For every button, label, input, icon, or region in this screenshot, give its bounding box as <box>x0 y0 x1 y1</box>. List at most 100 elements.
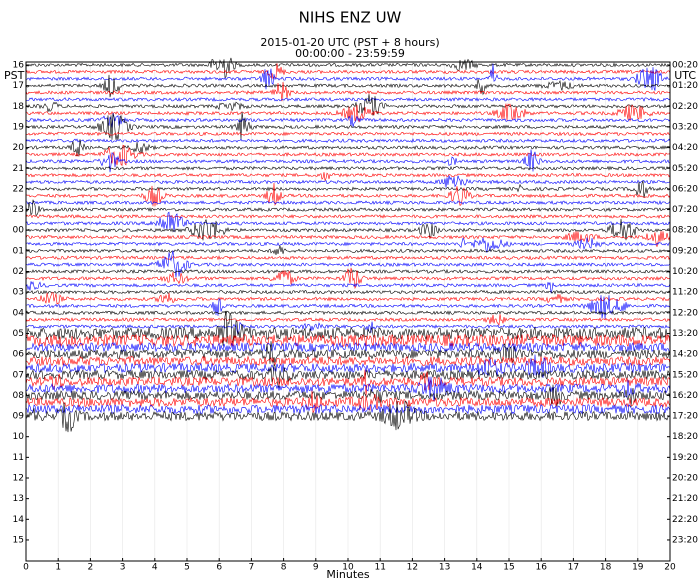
y-tick-label: 04:20 <box>672 143 698 153</box>
trace <box>25 112 671 140</box>
y-tick-label: 19 <box>13 122 25 132</box>
trace <box>25 403 671 415</box>
trace <box>25 289 671 295</box>
x-tick-label: 20 <box>664 563 676 573</box>
trace <box>25 199 671 217</box>
trace <box>25 231 671 247</box>
y-tick-label: 21:20 <box>672 494 698 504</box>
y-tick-label: 17:20 <box>672 412 698 422</box>
x-tick-label: 13 <box>439 563 450 573</box>
trace <box>25 112 671 128</box>
y-tick-label: 01:20 <box>672 81 698 91</box>
chart-title: NIHS ENZ UW <box>299 9 402 27</box>
trace <box>25 63 671 80</box>
trace <box>25 175 671 188</box>
trace <box>25 281 671 294</box>
y-tick-label: 22 <box>13 184 24 194</box>
y-tick-label: 23 <box>13 205 24 215</box>
trace <box>25 333 671 348</box>
y-tick-label: 15:20 <box>672 370 698 380</box>
y-tick-label: 09 <box>13 412 25 422</box>
y-tick-label: 19:20 <box>672 453 698 463</box>
x-tick-label: 19 <box>632 563 644 573</box>
y-tick-label: 04 <box>13 308 25 318</box>
y-axis-label: PST <box>4 69 25 82</box>
y-tick-label: 23:20 <box>672 535 698 545</box>
y-tick-label: 22:20 <box>672 515 698 525</box>
y-tick-label: 13 <box>13 494 24 504</box>
trace <box>25 103 671 123</box>
y-tick-label: 03 <box>13 288 24 298</box>
trace <box>25 57 671 79</box>
y-tick-label: 10 <box>13 432 25 442</box>
y-tick-label: 06:20 <box>672 184 698 194</box>
y-tick-label: 21 <box>13 164 24 174</box>
y-tick-label: 03:20 <box>672 122 698 132</box>
y-tick-label: 09:20 <box>672 246 698 256</box>
trace <box>25 63 671 91</box>
trace <box>25 292 671 305</box>
x-tick-label: 12 <box>407 563 418 573</box>
trace <box>25 131 671 137</box>
trace <box>25 354 671 378</box>
x-tick-label: 4 <box>152 563 158 573</box>
y-tick-label: 17 <box>13 81 24 91</box>
x-tick-label: 14 <box>471 563 483 573</box>
trace <box>25 341 671 364</box>
y-tick-label: 00:20 <box>672 61 698 71</box>
chart-subtitle: 00:00:00 - 23:59:59 <box>295 47 405 60</box>
x-tick-label: 10 <box>342 563 354 573</box>
trace <box>25 267 671 290</box>
trace <box>25 310 671 346</box>
y-tick-label: 05 <box>13 329 24 339</box>
trace <box>25 97 671 102</box>
trace <box>25 255 671 261</box>
y-tick-label: 07 <box>13 370 24 380</box>
x-tick-label: 7 <box>249 563 255 573</box>
trace <box>25 182 671 207</box>
x-tick-label: 17 <box>568 563 579 573</box>
x-tick-label: 18 <box>600 563 612 573</box>
trace <box>25 200 671 206</box>
trace <box>25 245 671 255</box>
trace <box>25 138 671 144</box>
y-axis-label: UTC <box>674 69 696 82</box>
x-axis-label: Minutes <box>326 568 370 581</box>
y-tick-label: 02:20 <box>672 102 698 112</box>
y-tick-label: 12:20 <box>672 308 698 318</box>
trace <box>25 310 671 316</box>
y-tick-label: 05:20 <box>672 164 698 174</box>
x-tick-label: 16 <box>535 563 547 573</box>
x-tick-label: 0 <box>23 563 29 573</box>
trace <box>25 149 671 173</box>
trace <box>25 250 671 278</box>
x-tick-label: 11 <box>374 563 385 573</box>
trace <box>25 376 671 402</box>
y-tick-label: 14 <box>13 515 25 525</box>
trace <box>25 355 671 367</box>
y-tick-label: 12 <box>13 474 24 484</box>
trace <box>25 81 671 102</box>
y-tick-label: 08 <box>13 391 25 401</box>
y-tick-label: 02 <box>13 267 24 277</box>
trace <box>25 400 671 433</box>
trace <box>25 139 671 157</box>
trace <box>25 321 671 336</box>
chart-subtitle: 2015-01-20 UTC (PST + 8 hours) <box>260 36 439 49</box>
y-tick-label: 08:20 <box>672 226 698 236</box>
x-tick-label: 5 <box>184 563 190 573</box>
y-tick-label: 00 <box>13 226 25 236</box>
y-tick-label: 06 <box>13 350 25 360</box>
x-tick-label: 1 <box>55 563 61 573</box>
trace <box>25 218 671 241</box>
trace <box>25 214 671 219</box>
trace <box>25 180 671 199</box>
y-tick-label: 01 <box>13 246 24 256</box>
y-tick-label: 14:20 <box>672 350 698 360</box>
trace <box>26 237 671 253</box>
trace <box>25 211 671 232</box>
x-tick-label: 15 <box>503 563 514 573</box>
y-tick-label: 18:20 <box>672 432 698 442</box>
y-tick-label: 11 <box>13 453 24 463</box>
